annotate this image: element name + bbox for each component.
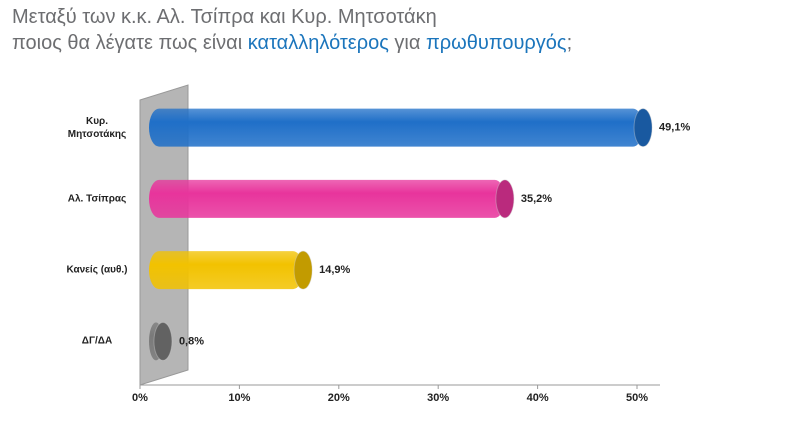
title-text: για — [388, 32, 426, 54]
value-label: 35,2% — [521, 193, 552, 205]
y-tick-label: Κυρ. Μητσοτάκης — [67, 115, 127, 140]
bar-cap — [495, 179, 515, 219]
x-tick-label: 0% — [132, 392, 148, 404]
title-line: ποιος θα λέγατε πως είναι καταλληλότερος… — [12, 30, 572, 56]
title-text: ποιος θα λέγατε πως είναι — [12, 32, 248, 54]
x-tick-label: 40% — [527, 392, 549, 404]
y-tick-label: Κανείς (αυθ.) — [66, 264, 128, 276]
bar — [149, 251, 304, 290]
value-label: 0,8% — [179, 335, 204, 347]
bar — [149, 108, 644, 147]
x-tick-label: 30% — [427, 392, 449, 404]
y-tick-label: Αλ. Τσίπρας — [67, 193, 127, 205]
bar-cap — [293, 250, 313, 290]
title-text: καταλληλότερος — [247, 32, 389, 54]
bar — [149, 179, 505, 218]
title-text: πρωθυπουργός — [426, 32, 567, 54]
y-tick-label: ΔΓ/ΔΑ — [81, 335, 113, 347]
chart-title: Μεταξύ των κ.κ. Αλ. Τσίπρα και Κυρ. Μητσ… — [12, 4, 572, 56]
value-label: 14,9% — [319, 264, 350, 276]
x-tick-label: 10% — [228, 392, 250, 404]
title-text: Μεταξύ των κ.κ. Αλ. Τσίπρα και Κυρ. Μητσ… — [12, 6, 437, 28]
bar-cap — [633, 108, 653, 148]
back-wall — [139, 84, 189, 386]
value-label: 49,1% — [659, 122, 690, 134]
x-tick-label: 50% — [626, 392, 648, 404]
x-tick-label: 20% — [328, 392, 350, 404]
bar-cap — [153, 321, 173, 361]
title-line: Μεταξύ των κ.κ. Αλ. Τσίπρα και Κυρ. Μητσ… — [12, 4, 572, 30]
title-text: ; — [566, 32, 573, 54]
